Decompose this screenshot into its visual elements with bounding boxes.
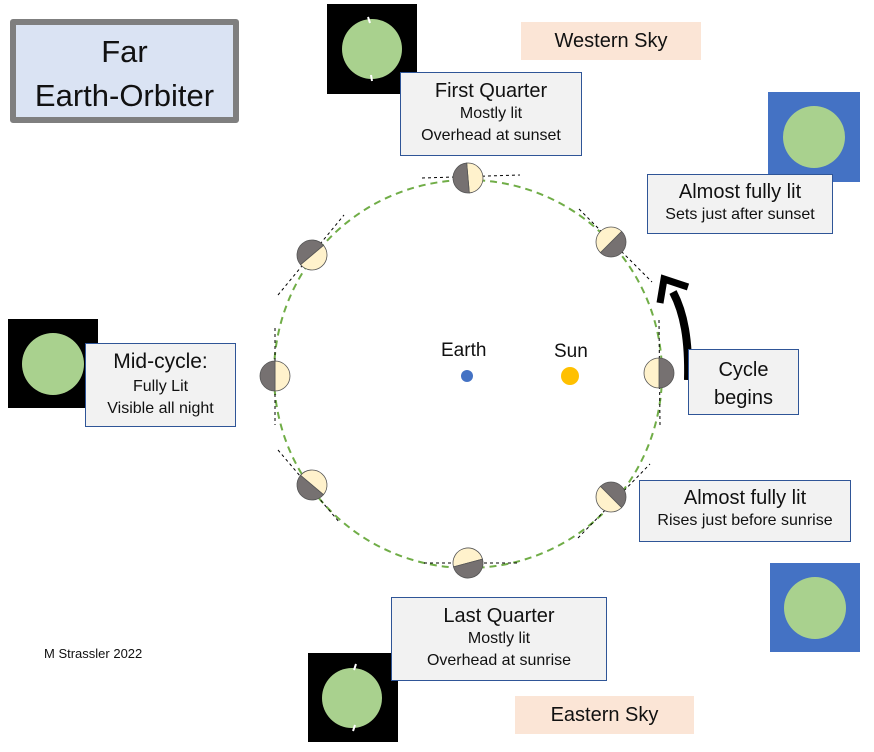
moon-phase-right — [643, 357, 675, 389]
almost-full-bottom-sub1: Rises just before sunrise — [657, 512, 833, 529]
almost-full-top-sub1: Sets just after sunset — [665, 206, 815, 223]
last-quarter-sub2: Overhead at sunrise — [426, 652, 572, 669]
label-mid-cycle: Mid-cycle: Fully Lit Visible all night — [85, 343, 236, 427]
diagram-title: Far Earth-Orbiter — [10, 19, 239, 123]
almost-full-top-title: Almost fully lit — [678, 181, 802, 203]
cycle-begins-line1: Cycle — [718, 359, 769, 381]
moon-phase-upper-right — [595, 226, 627, 258]
cycle-arrow — [669, 290, 693, 381]
moon-phase-lower-left — [296, 469, 328, 501]
mid-cycle-sub2: Visible all night — [107, 400, 214, 417]
earth-dot — [461, 370, 473, 382]
western-sky-label: Western Sky — [521, 22, 701, 60]
mid-cycle-sub1: Fully Lit — [132, 378, 189, 395]
almost-full-bottom-title: Almost fully lit — [683, 487, 807, 509]
label-first-quarter: First Quarter Mostly lit Overhead at sun… — [400, 72, 582, 156]
first-quarter-title: First Quarter — [434, 80, 548, 102]
thumb-first-quarter — [327, 4, 417, 94]
title-line-2: Earth-Orbiter — [34, 78, 215, 113]
moon-phase-left — [259, 360, 291, 392]
moon-phase-upper-left — [296, 239, 328, 271]
moon-phase-lower-right — [595, 481, 627, 513]
label-cycle-begins: Cycle begins — [688, 349, 799, 415]
mid-cycle-title: Mid-cycle: — [113, 350, 208, 373]
last-quarter-sub1: Mostly lit — [467, 630, 531, 647]
sun-label: Sun — [554, 341, 588, 362]
moon-phase-bottom — [452, 547, 484, 579]
moon-phase-top — [452, 162, 484, 194]
title-line-1: Far — [101, 34, 148, 69]
cycle-arrow-head — [656, 274, 690, 304]
label-last-quarter: Last Quarter Mostly lit Overhead at sunr… — [391, 597, 607, 681]
thumb-mid-cycle — [8, 319, 98, 408]
author-credit: M Strassler 2022 — [44, 646, 143, 661]
thumb-almost-full-bottom — [770, 563, 860, 652]
label-almost-full-top: Almost fully lit Sets just after sunset — [647, 174, 833, 234]
label-almost-full-bottom: Almost fully lit Rises just before sunri… — [639, 480, 851, 542]
thumb-almost-full-top — [768, 92, 860, 182]
earth-label: Earth — [441, 340, 487, 361]
first-quarter-sub2: Overhead at sunset — [421, 127, 561, 144]
thumb-last-quarter — [308, 653, 398, 742]
cycle-begins-line2: begins — [714, 387, 773, 409]
first-quarter-sub1: Mostly lit — [459, 105, 523, 122]
sun-dot — [561, 367, 579, 385]
eastern-sky-label: Eastern Sky — [515, 696, 694, 734]
last-quarter-title: Last Quarter — [443, 605, 555, 627]
